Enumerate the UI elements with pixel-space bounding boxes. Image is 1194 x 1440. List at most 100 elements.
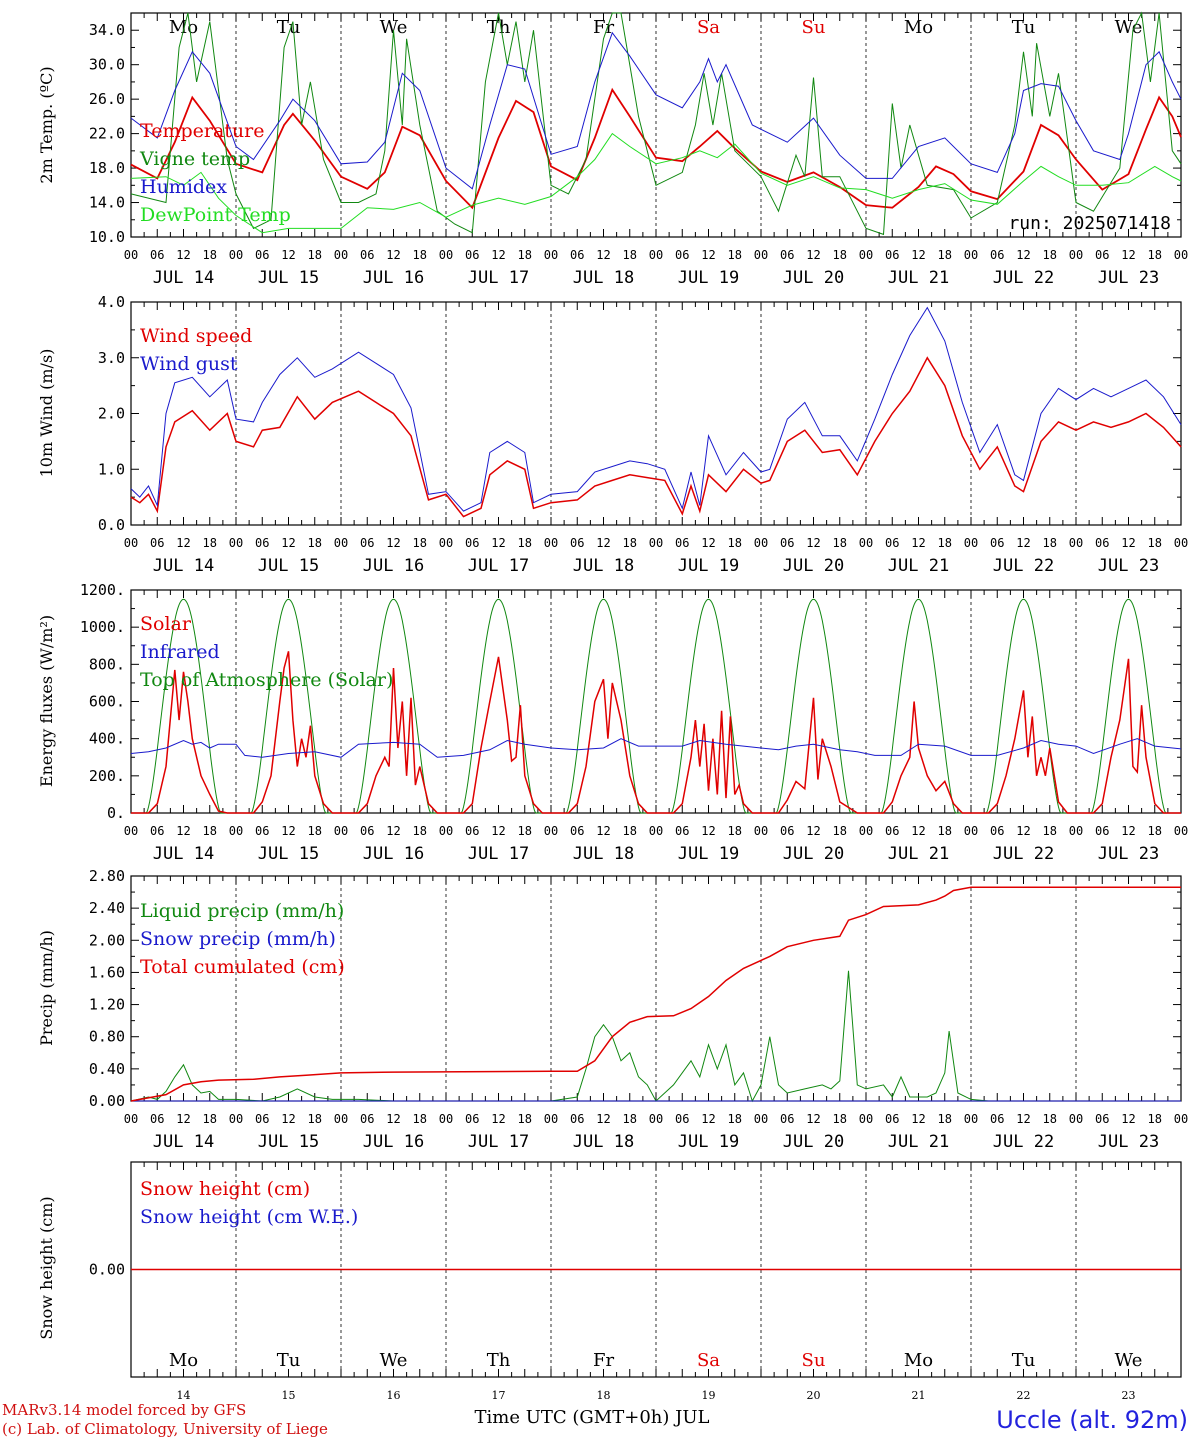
date-label: JUL 18 [573, 1132, 634, 1152]
hour-label: 18 [203, 536, 217, 550]
date-label: JUL 20 [783, 1132, 844, 1152]
day-of-week-label: We [380, 17, 408, 38]
hour-label: 00 [754, 536, 768, 550]
y-tick-label: 0.00 [89, 1261, 125, 1279]
hour-label: 06 [570, 1112, 584, 1126]
y-tick-label: 2.40 [89, 899, 125, 917]
y-axis-title: Energy fluxes (W/m²) [37, 615, 56, 787]
y-tick-label: 26.0 [89, 90, 125, 108]
date-label: JUL 23 [1098, 556, 1159, 576]
y-tick-label: 0.00 [89, 1092, 125, 1110]
day-of-week-label: Fr [593, 1350, 614, 1371]
series-line-wind-speed [130, 356, 1182, 518]
y-tick-label: 800. [89, 655, 125, 673]
day-of-week-label: Su [802, 17, 826, 38]
date-label: JUL 19 [678, 1132, 739, 1152]
hour-label: 18 [203, 824, 217, 838]
hour-label: 18 [728, 824, 742, 838]
hour-label: 12 [281, 248, 295, 262]
lab-credit: (c) Lab. of Climatology, University of L… [2, 1420, 328, 1438]
day-number-label: 14 [177, 1389, 191, 1402]
hour-label: 12 [1016, 248, 1030, 262]
hour-label: 18 [413, 536, 427, 550]
hour-label: 12 [701, 824, 715, 838]
hour-label: 06 [885, 248, 899, 262]
hour-label: 00 [1069, 536, 1083, 550]
day-number-label: 20 [807, 1389, 821, 1402]
hour-label: 00 [1174, 248, 1188, 262]
hour-label: 12 [491, 248, 505, 262]
hour-label: 12 [491, 536, 505, 550]
hour-label: 00 [439, 536, 453, 550]
y-tick-label: 0. [107, 804, 125, 822]
legend-entry: Liquid precip (mm/h) [140, 900, 344, 922]
hour-label: 00 [964, 248, 978, 262]
hour-label: 06 [465, 824, 479, 838]
hour-label: 12 [1121, 824, 1135, 838]
hour-label: 06 [255, 1112, 269, 1126]
station-name: Uccle (alt. 92m) [996, 1406, 1188, 1434]
hour-label: 00 [1174, 824, 1188, 838]
hour-label: 12 [806, 1112, 820, 1126]
day-number-label: 19 [702, 1389, 716, 1402]
y-tick-label: 3.0 [98, 349, 125, 367]
hour-label: 00 [229, 536, 243, 550]
hour-label: 12 [281, 536, 295, 550]
hour-label: 12 [596, 248, 610, 262]
model-credit: MARv3.14 model forced by GFS [2, 1401, 246, 1419]
hour-label: 00 [1069, 1112, 1083, 1126]
hour-label: 18 [833, 824, 847, 838]
hour-label: 00 [1174, 1112, 1188, 1126]
hour-label: 00 [964, 824, 978, 838]
date-label: JUL 22 [993, 268, 1054, 288]
y-axis-title: Snow height (cm) [37, 1196, 56, 1339]
hour-label: 00 [334, 536, 348, 550]
hour-label: 06 [570, 824, 584, 838]
hour-label: 06 [1095, 824, 1109, 838]
date-label: JUL 17 [468, 556, 529, 576]
hour-label: 06 [360, 824, 374, 838]
x-axis-title: Time UTC (GMT+0h) JUL [475, 1407, 710, 1428]
date-label: JUL 14 [153, 1132, 214, 1152]
date-label: JUL 17 [468, 844, 529, 864]
hour-label: 00 [124, 1112, 138, 1126]
hour-label: 18 [938, 248, 952, 262]
legend-entry: DewPoint Temp [140, 204, 291, 226]
legend-entry: Snow height (cm) [140, 1178, 310, 1200]
series-line-dewpoint-temp [130, 132, 1182, 234]
hour-label: 18 [203, 1112, 217, 1126]
hour-label: 12 [1016, 1112, 1030, 1126]
date-label: JUL 16 [363, 556, 424, 576]
hour-label: 12 [806, 536, 820, 550]
hour-label: 12 [701, 536, 715, 550]
day-number-label: 16 [387, 1389, 401, 1402]
legend-entry: Total cumulated (cm) [140, 956, 345, 978]
hour-label: 12 [386, 824, 400, 838]
date-label: JUL 14 [153, 268, 214, 288]
hour-label: 06 [255, 248, 269, 262]
panel-1: 10.0 14.0 18.0 22.0 26.0 30.0 34.0 2m Temp. (ºC… [37, 11, 1188, 288]
y-tick-label: 22.0 [89, 125, 125, 143]
hour-label: 06 [885, 536, 899, 550]
hour-label: 00 [649, 1112, 663, 1126]
hour-label: 06 [360, 1112, 374, 1126]
hour-label: 00 [1069, 248, 1083, 262]
hour-label: 18 [728, 248, 742, 262]
y-tick-label: 4.0 [98, 293, 125, 311]
hour-label: 06 [255, 536, 269, 550]
y-axis-title: 10m Wind (m/s) [37, 349, 56, 478]
hour-label: 18 [938, 1112, 952, 1126]
y-tick-label: 14.0 [89, 194, 125, 212]
series-line-solar [131, 651, 1181, 814]
day-of-week-label: Su [802, 1350, 826, 1371]
hour-label: 00 [439, 824, 453, 838]
hour-label: 18 [203, 248, 217, 262]
hour-label: 00 [544, 536, 558, 550]
hour-label: 00 [544, 824, 558, 838]
hour-label: 18 [308, 824, 322, 838]
panel-5: 0.00 Snow height (cm) Mo Tu We Th Fr Sa Su Mo Tu We… [37, 1161, 1182, 1402]
y-tick-label: 18.0 [89, 159, 125, 177]
legend-entry: Wind gust [140, 353, 238, 375]
hour-label: 06 [465, 536, 479, 550]
date-label: JUL 20 [783, 268, 844, 288]
